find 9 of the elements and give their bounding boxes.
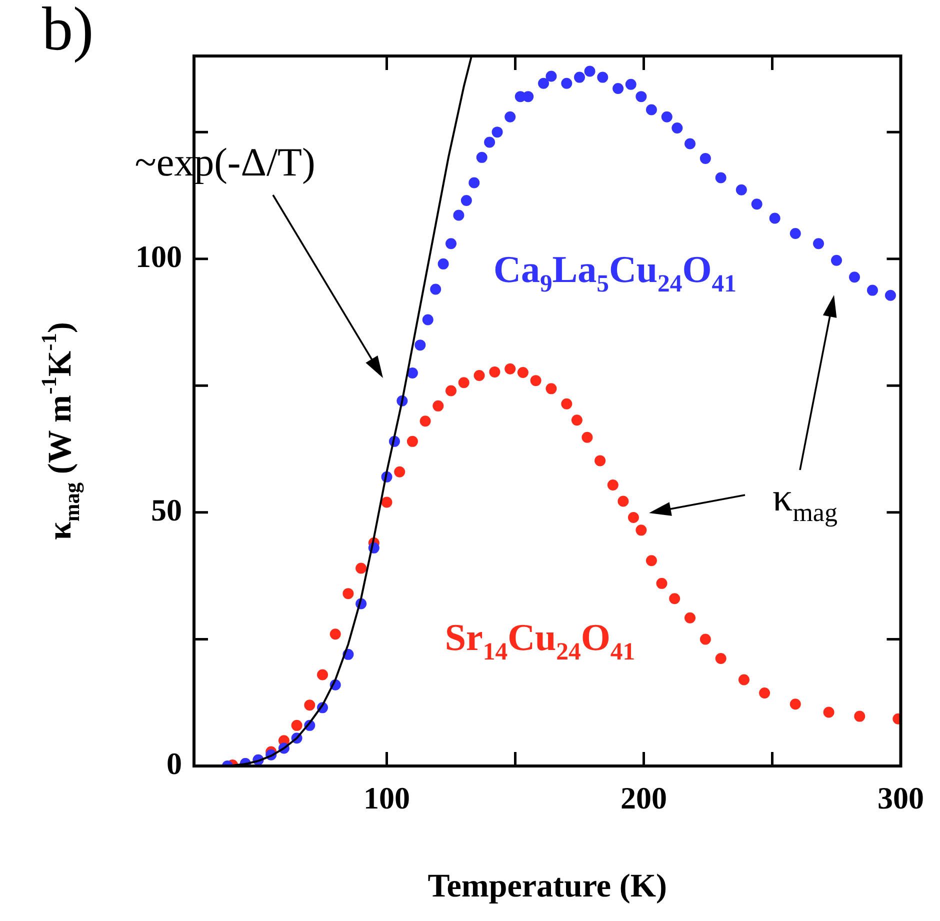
x-axis-title: Temperature (K) [428,868,667,905]
x-tick-label: 100 [364,780,410,816]
x-tick-label: 300 [878,780,924,816]
y-axis-title: κmag (W m-1K-1) [36,322,84,540]
chart-title: b) [42,0,94,64]
y-tick-label: 50 [151,492,182,528]
x-tick-label: 200 [620,780,667,816]
y-tick-label: 0 [166,746,182,782]
y-tick-label: 100 [136,238,182,274]
